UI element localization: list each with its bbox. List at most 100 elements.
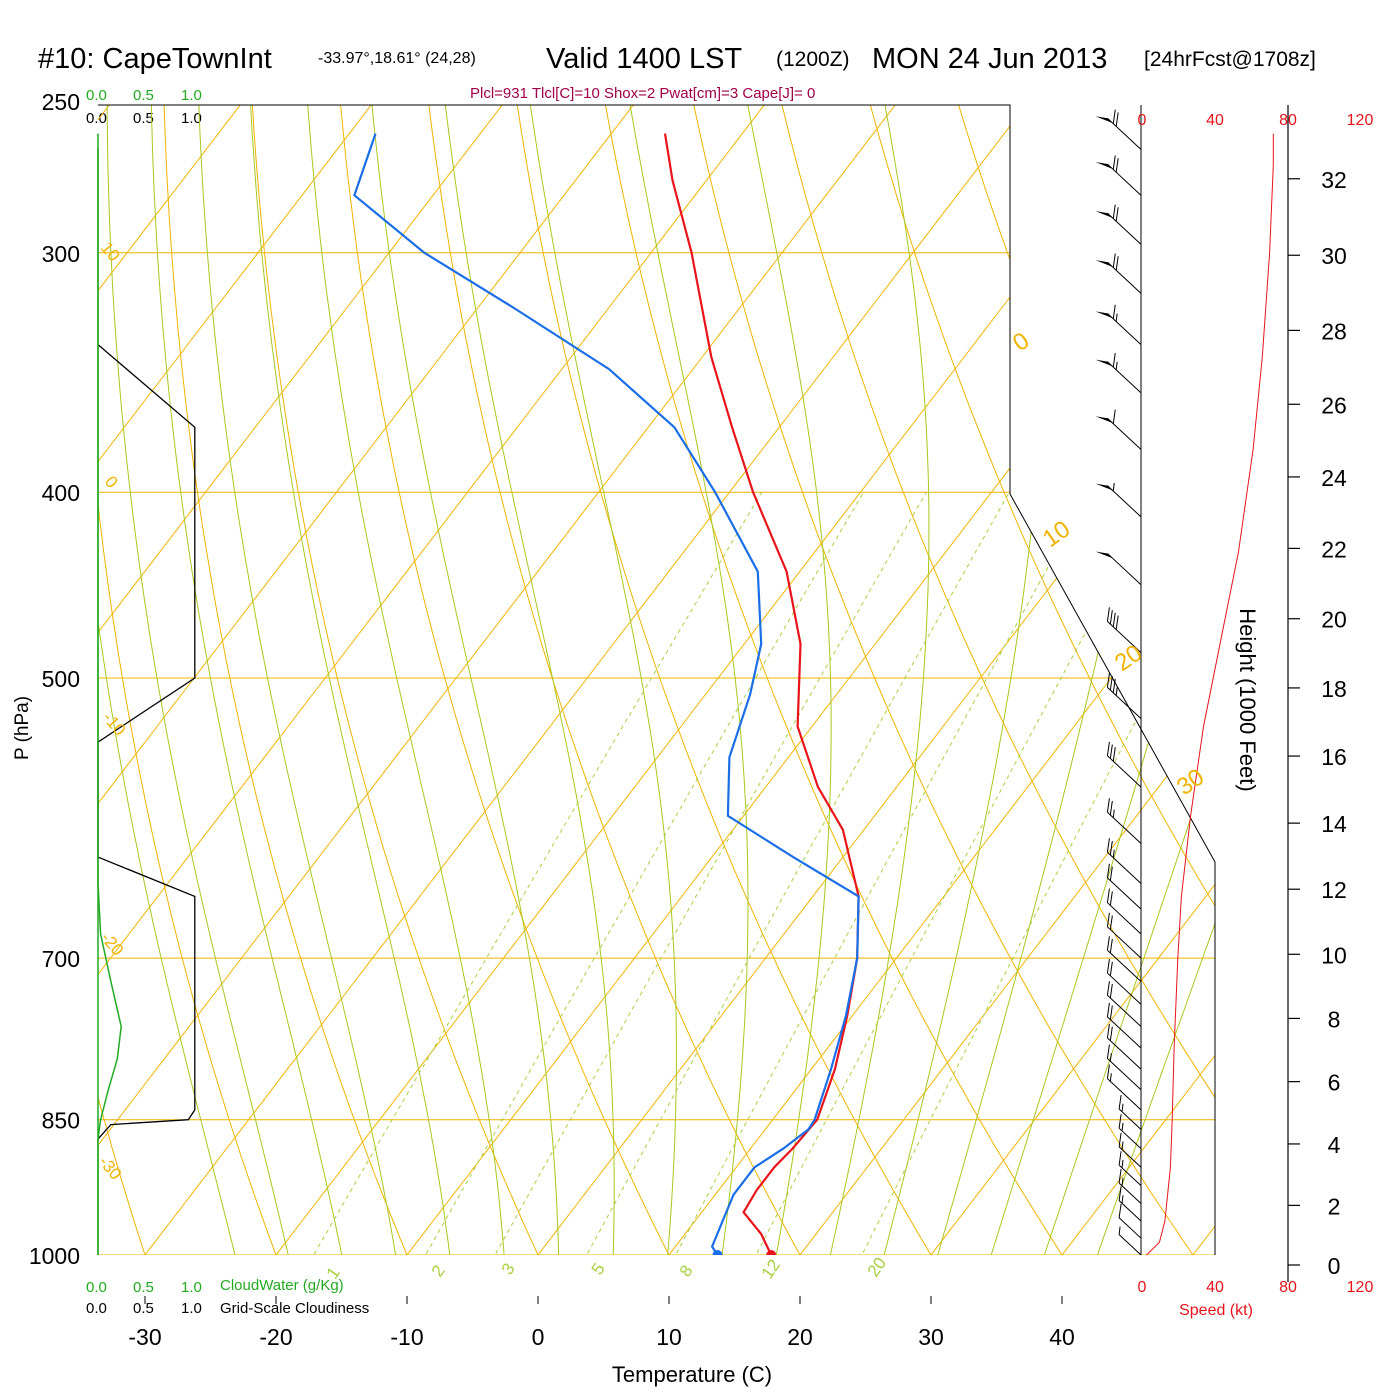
moist-adiabat-36 <box>978 105 1215 1255</box>
height-tick-8: 8 <box>1328 1006 1341 1032</box>
thermo-grid <box>0 67 1400 1288</box>
height-tick-24: 24 <box>1321 465 1347 491</box>
adiabat-label-20: 20 <box>1110 639 1147 676</box>
isotherm--30 <box>119 105 1056 1255</box>
mixing-ratio-12 <box>734 491 1163 1255</box>
wind-barb <box>1095 482 1142 518</box>
temp-tick-40: 40 <box>1049 1324 1075 1350</box>
moist-adiabat-28 <box>873 105 1046 1255</box>
wind-barb <box>1118 1186 1142 1222</box>
height-tick-2: 2 <box>1328 1193 1341 1219</box>
wind-barb <box>1095 155 1142 196</box>
isotherm--50 <box>98 105 794 1255</box>
cloudwater-legend-label: CloudWater (g/Kg) <box>220 1277 344 1294</box>
cloudiness-scale-bottom-1: 0.5 <box>133 1300 154 1317</box>
station-title: #10: CapeTownInt <box>38 43 272 75</box>
dry-adiabat-70 <box>859 105 1215 1255</box>
mixing-ratio-label-3: 3 <box>498 1260 519 1279</box>
moist-adiabat-16 <box>623 105 749 1255</box>
height-axis-label: Height (1000 Feet) <box>1235 608 1260 791</box>
height-tick-32: 32 <box>1321 167 1347 193</box>
height-tick-4: 4 <box>1328 1132 1341 1158</box>
wind-barb <box>1118 1203 1142 1239</box>
isotherm--110 <box>0 67 7 1288</box>
cloudiness-scale-top-1: 0.5 <box>133 110 154 127</box>
plot-frame <box>98 104 1216 1255</box>
dry-adiabat-20 <box>424 105 819 1255</box>
dry-adiabat-130 <box>1383 67 1400 1288</box>
isotherm--60 <box>98 105 663 1255</box>
mixing-ratio-label-2: 2 <box>428 1262 449 1281</box>
isotherm--20 <box>250 105 1187 1255</box>
dry-adiabat-30 <box>511 105 952 1255</box>
wind-barb <box>1106 741 1142 788</box>
wind-barb <box>1106 838 1142 884</box>
mixing-ratio-3 <box>471 491 927 1255</box>
pressure-tick-400: 400 <box>42 480 80 506</box>
moist-adiabat--12 <box>150 105 351 1255</box>
temp-tick-30: 30 <box>918 1324 944 1350</box>
mixing-ratio-label-8: 8 <box>676 1262 697 1281</box>
forecast-info: [24hrFcst@1708z] <box>1144 48 1316 71</box>
moist-adiabat-4 <box>368 105 560 1255</box>
dewpoint-line <box>353 133 860 1255</box>
dry-adiabat--30 <box>98 105 157 1255</box>
isotherm--70 <box>98 105 532 1255</box>
wind-barb <box>1095 409 1142 450</box>
cloudwater-scale-top-1: 0.5 <box>133 87 154 104</box>
wind-barb <box>1106 798 1142 844</box>
isotherm-30 <box>905 105 1215 1255</box>
isotherm-label-10: 10 <box>97 238 124 265</box>
temp-tick--20: -20 <box>259 1324 292 1350</box>
wind-barb <box>1106 888 1142 935</box>
moist-adiabat-0 <box>304 105 508 1255</box>
speed-tick-bottom-0: 0 <box>1138 1279 1147 1296</box>
wind-barbs <box>1095 109 1142 1256</box>
cloudwater-scale-top-2: 1.0 <box>181 87 202 104</box>
cloudiness-legend-label: Grid-Scale Cloudiness <box>220 1300 369 1317</box>
moist-adiabat-24 <box>820 105 930 1255</box>
pressure-axis: 250 300 400 500 700 850 1000 <box>29 89 80 1269</box>
pressure-tick-500: 500 <box>42 666 80 692</box>
wind-barb <box>1106 981 1142 1027</box>
zulu-time: (1200Z) <box>776 48 850 71</box>
forecast-date: MON 24 Jun 2013 <box>872 43 1107 75</box>
temp-tick-20: 20 <box>787 1324 813 1350</box>
moist-adiabat-12 <box>524 105 677 1255</box>
moist-adiabat--8 <box>197 105 403 1255</box>
wind-barb <box>1106 1023 1142 1070</box>
pressure-tick-700: 700 <box>42 946 80 972</box>
dry-adiabat--10 <box>162 105 422 1255</box>
wind-barb <box>1106 1002 1142 1049</box>
temperature-axis-label: Temperature (C) <box>612 1362 772 1387</box>
moist-adiabat-32 <box>925 105 1185 1255</box>
mixing-ratio-label-12: 12 <box>758 1256 784 1282</box>
adiabat-label-0: 0 <box>1008 327 1034 357</box>
wind-barb <box>1118 1114 1142 1149</box>
moist-adiabat--4 <box>248 105 455 1255</box>
isotherm-label--20: -20 <box>97 928 127 959</box>
speed-axis-label: Speed (kt) <box>1179 1302 1253 1319</box>
cloudiness-scale-bottom-2: 1.0 <box>181 1300 202 1317</box>
wind-barb <box>1095 204 1142 245</box>
wind-barb <box>1106 607 1142 654</box>
temperature-line <box>663 133 860 1255</box>
height-tick-26: 26 <box>1321 392 1347 418</box>
height-tick-20: 20 <box>1321 607 1347 633</box>
wind-barb <box>1106 1064 1142 1111</box>
station-coords: -33.97°,18.61° (24,28) <box>318 50 476 67</box>
isotherm--40 <box>98 105 925 1255</box>
valid-time: Valid 1400 LST <box>546 43 742 75</box>
cloudiness-scale-bottom-0: 0.0 <box>86 1300 107 1317</box>
moist-adiabat-40 <box>1030 105 1215 1255</box>
moist-adiabat-8 <box>440 105 615 1255</box>
wind-barb <box>1118 1226 1142 1256</box>
wind-barb <box>1095 551 1142 586</box>
height-tick-6: 6 <box>1328 1070 1341 1096</box>
cloudwater-scale-bottom-1: 0.5 <box>133 1279 154 1296</box>
speed-tick-bottom-40: 40 <box>1206 1279 1224 1296</box>
wind-barb <box>1106 912 1142 959</box>
height-tick-12: 12 <box>1321 877 1347 903</box>
